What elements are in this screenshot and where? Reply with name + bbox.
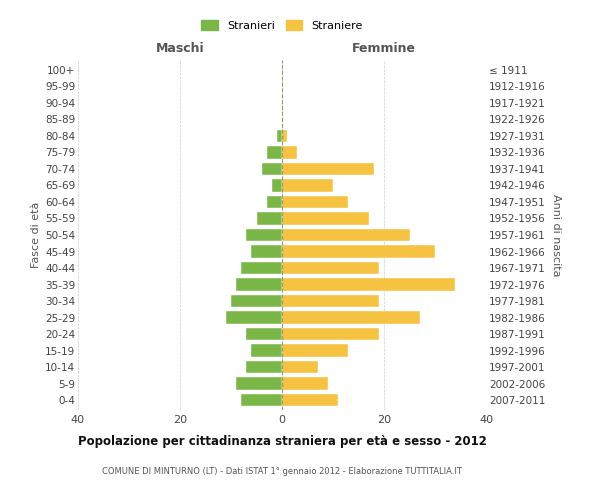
Bar bbox=[267, 196, 282, 208]
Y-axis label: Fasce di età: Fasce di età bbox=[31, 202, 41, 268]
Bar bbox=[282, 394, 338, 406]
Bar bbox=[236, 378, 282, 390]
Bar bbox=[251, 246, 282, 258]
Bar bbox=[282, 196, 349, 208]
Bar bbox=[236, 278, 282, 290]
Bar bbox=[257, 212, 282, 224]
Text: Popolazione per cittadinanza straniera per età e sesso - 2012: Popolazione per cittadinanza straniera p… bbox=[77, 435, 487, 448]
Bar bbox=[231, 295, 282, 307]
Bar bbox=[241, 262, 282, 274]
Bar bbox=[241, 394, 282, 406]
Bar bbox=[282, 312, 420, 324]
Bar bbox=[282, 262, 379, 274]
Bar bbox=[272, 180, 282, 192]
Text: Maschi: Maschi bbox=[155, 42, 205, 55]
Bar bbox=[282, 378, 328, 390]
Bar bbox=[251, 344, 282, 357]
Bar bbox=[282, 361, 318, 374]
Bar bbox=[277, 130, 282, 142]
Text: COMUNE DI MINTURNO (LT) - Dati ISTAT 1° gennaio 2012 - Elaborazione TUTTITALIA.I: COMUNE DI MINTURNO (LT) - Dati ISTAT 1° … bbox=[102, 468, 462, 476]
Bar bbox=[282, 278, 455, 290]
Bar bbox=[247, 361, 282, 374]
Text: Femmine: Femmine bbox=[352, 42, 416, 55]
Legend: Stranieri, Straniere: Stranieri, Straniere bbox=[197, 16, 367, 35]
Y-axis label: Anni di nascita: Anni di nascita bbox=[551, 194, 561, 276]
Bar bbox=[282, 163, 374, 175]
Bar bbox=[262, 163, 282, 175]
Bar bbox=[247, 328, 282, 340]
Bar bbox=[226, 312, 282, 324]
Bar bbox=[267, 146, 282, 158]
Bar bbox=[282, 146, 298, 158]
Bar bbox=[282, 328, 379, 340]
Bar bbox=[247, 229, 282, 241]
Bar bbox=[282, 295, 379, 307]
Bar bbox=[282, 344, 349, 357]
Bar bbox=[282, 212, 369, 224]
Bar bbox=[282, 229, 410, 241]
Bar bbox=[282, 130, 287, 142]
Bar bbox=[282, 246, 435, 258]
Bar bbox=[282, 180, 333, 192]
